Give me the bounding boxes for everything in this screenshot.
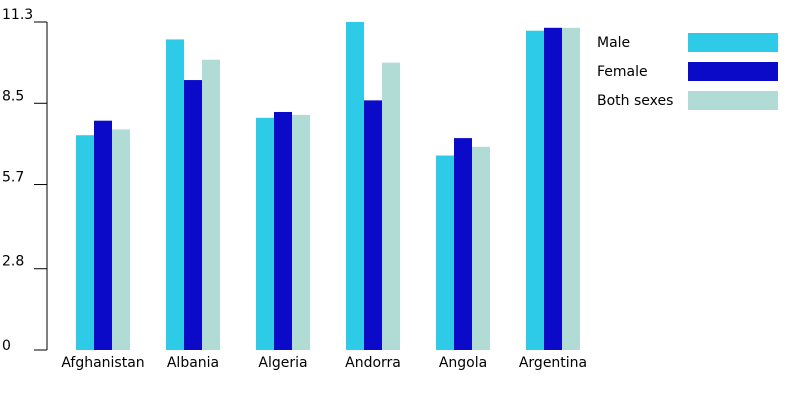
y-axis: 0 2.8 5.7 8.5 11.3	[2, 7, 48, 354]
legend: Male Female Both sexes	[597, 33, 778, 110]
y-tick-label: 5.7	[2, 170, 24, 186]
bar	[256, 117, 274, 350]
bar	[76, 135, 94, 350]
bar	[112, 129, 130, 350]
legend-swatch	[688, 62, 778, 81]
x-axis-labels: Afghanistan Albania Algeria Andorra Angola Ar…	[61, 355, 587, 371]
x-tick-label: Albania	[167, 355, 219, 371]
y-tick-label: 8.5	[2, 88, 24, 104]
bar	[544, 27, 562, 351]
bar	[274, 111, 292, 350]
legend-swatch	[688, 33, 778, 52]
bar	[202, 59, 220, 351]
y-tick-label: 2.8	[2, 254, 24, 270]
bar	[454, 138, 472, 350]
legend-label: Both sexes	[597, 93, 673, 109]
x-tick-label: Andorra	[345, 355, 401, 371]
legend-label: Male	[597, 35, 630, 51]
x-tick-label: Algeria	[258, 355, 307, 371]
bar	[184, 80, 202, 350]
bar	[94, 120, 112, 350]
bar	[346, 22, 364, 350]
x-tick-label: Angola	[439, 355, 487, 371]
y-tick-label: 0	[2, 338, 11, 354]
bar	[292, 114, 310, 351]
bar	[436, 155, 454, 350]
bar	[382, 62, 400, 350]
bar	[562, 27, 580, 351]
bar	[526, 30, 544, 350]
legend-label: Female	[597, 64, 648, 80]
bar	[166, 39, 184, 351]
bar	[364, 100, 382, 351]
y-tick-label: 11.3	[2, 7, 33, 23]
bars	[76, 22, 580, 351]
x-tick-label: Afghanistan	[61, 355, 144, 371]
x-tick-label: Argentina	[519, 355, 587, 371]
bar	[472, 146, 490, 350]
legend-swatch	[688, 91, 778, 110]
